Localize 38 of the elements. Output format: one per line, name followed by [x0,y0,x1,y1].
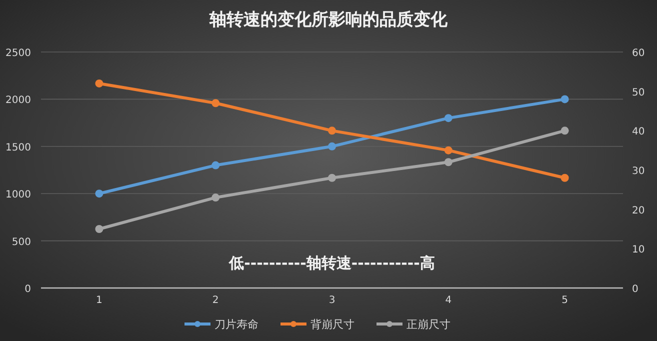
y2-tick-label: 20 [632,205,645,216]
point [444,146,452,154]
x-tick-label: 5 [562,295,568,306]
point [444,114,452,122]
chart-title: 轴转速的变化所影响的品质变化 [208,10,448,30]
y-tick-label: 500 [12,236,31,248]
point [444,158,452,166]
x-tick-label: 2 [212,295,219,306]
y-tick-label: 1500 [6,142,31,154]
y2-tick-label: 30 [632,166,645,177]
point [212,99,220,108]
point [95,225,104,233]
point [95,79,104,88]
y2-tick-label: 10 [632,244,645,256]
point [212,194,220,202]
y2-tick-label: 0 [632,284,638,295]
point [560,126,569,135]
point [328,174,336,182]
y2-tick-label: 40 [632,126,645,138]
point [328,126,336,135]
legend-label: 刀片寿命 [214,318,258,331]
x-tick-label: 3 [328,295,336,306]
y2-tick-label: 50 [632,87,645,98]
point [560,174,569,182]
y2-tick-label: 60 [632,48,645,59]
x-tick-label: 4 [445,295,452,306]
x-tick-label: 1 [96,295,102,306]
y-tick-label: 0 [24,284,31,295]
y-tick-label: 2500 [6,48,31,59]
y-tick-label: 2000 [6,95,31,106]
point [560,95,569,104]
legend-label: 正崩尺寸 [406,318,450,331]
point [95,190,104,198]
point [212,161,220,170]
annotation: 低----------轴转速-----------高 [228,254,435,272]
point [328,142,336,150]
y-tick-label: 1000 [6,190,31,201]
legend-label: 背崩尺寸 [310,318,354,331]
